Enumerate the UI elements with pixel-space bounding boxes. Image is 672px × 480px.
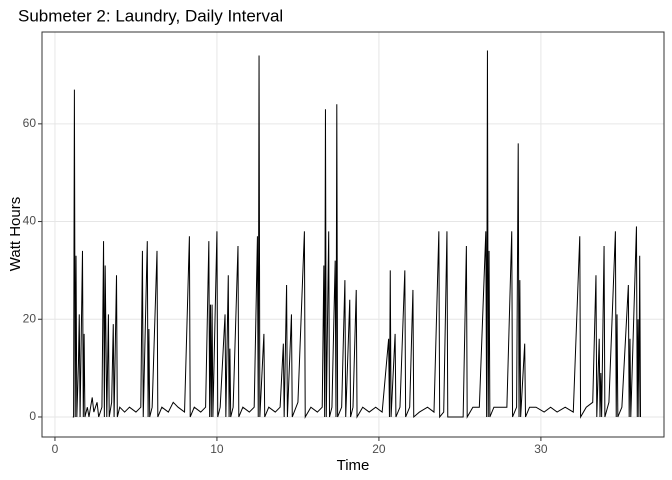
plot-area bbox=[72, 50, 642, 419]
data-line bbox=[72, 50, 642, 419]
y-tick-label: 60 bbox=[23, 116, 37, 130]
y-axis-label: Watt Hours bbox=[7, 197, 24, 271]
chart-title: Submeter 2: Laundry, Daily Interval bbox=[18, 6, 283, 25]
y-tick-label: 20 bbox=[23, 311, 37, 325]
x-tick-label: 0 bbox=[52, 442, 59, 456]
x-tick-label: 10 bbox=[210, 442, 224, 456]
panel-border bbox=[41, 31, 665, 438]
x-tick-label: 20 bbox=[372, 442, 386, 456]
y-tick-label: 40 bbox=[23, 214, 37, 228]
x-axis-label: Time bbox=[337, 457, 370, 474]
x-tick-label: 30 bbox=[534, 442, 548, 456]
y-tick-label: 0 bbox=[29, 409, 36, 423]
